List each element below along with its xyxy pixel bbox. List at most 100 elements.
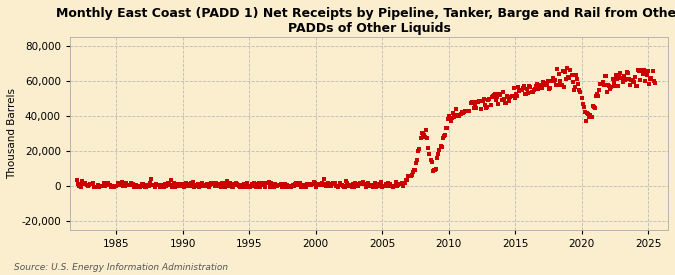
Point: [466, 100, 477, 104]
Point: [86, 182, 97, 186]
Point: [153, 183, 164, 187]
Point: [558, 85, 569, 90]
Point: [214, 182, 225, 186]
Point: [264, 185, 275, 189]
Point: [215, 185, 226, 189]
Point: [613, 84, 624, 88]
Point: [361, 185, 372, 189]
Point: [523, 91, 534, 95]
Point: [448, 111, 458, 115]
Point: [354, 181, 365, 186]
Point: [458, 109, 469, 114]
Point: [389, 184, 400, 188]
Point: [134, 185, 145, 189]
Point: [132, 185, 143, 189]
Point: [560, 77, 571, 81]
Point: [575, 90, 586, 94]
Point: [262, 181, 273, 186]
Point: [421, 128, 431, 133]
Point: [162, 181, 173, 186]
Point: [463, 109, 474, 113]
Point: [76, 185, 86, 189]
Point: [81, 183, 92, 187]
Point: [620, 77, 631, 82]
Point: [408, 169, 418, 174]
Point: [539, 83, 549, 87]
Point: [267, 182, 278, 186]
Point: [387, 185, 398, 189]
Point: [110, 184, 121, 188]
Point: [96, 184, 107, 188]
Point: [526, 90, 537, 94]
Point: [356, 182, 367, 187]
Point: [355, 181, 366, 186]
Point: [284, 185, 295, 189]
Point: [177, 184, 188, 188]
Point: [298, 183, 309, 187]
Point: [298, 183, 308, 188]
Point: [305, 183, 316, 187]
Point: [140, 184, 151, 189]
Point: [277, 183, 288, 187]
Point: [219, 181, 230, 185]
Point: [375, 180, 386, 185]
Point: [441, 125, 452, 130]
Point: [579, 110, 590, 114]
Point: [544, 87, 555, 91]
Point: [379, 184, 389, 188]
Point: [340, 185, 350, 189]
Point: [182, 184, 193, 188]
Point: [583, 111, 593, 116]
Point: [513, 85, 524, 89]
Point: [417, 132, 428, 136]
Point: [601, 74, 612, 79]
Point: [577, 102, 588, 106]
Point: [196, 181, 207, 186]
Point: [273, 183, 284, 187]
Point: [344, 182, 355, 187]
Point: [80, 181, 91, 185]
Point: [520, 92, 531, 96]
Point: [403, 174, 414, 178]
Point: [193, 185, 204, 189]
Point: [127, 183, 138, 187]
Point: [429, 167, 440, 172]
Point: [467, 100, 478, 104]
Point: [341, 178, 352, 183]
Point: [512, 94, 522, 98]
Point: [111, 184, 122, 188]
Point: [445, 119, 456, 123]
Point: [241, 185, 252, 189]
Point: [520, 92, 531, 96]
Point: [377, 185, 387, 189]
Point: [574, 87, 585, 92]
Point: [253, 181, 264, 186]
Point: [101, 180, 112, 185]
Point: [289, 184, 300, 189]
Point: [160, 182, 171, 186]
Point: [401, 177, 412, 182]
Point: [254, 184, 265, 189]
Point: [327, 181, 338, 185]
Point: [296, 183, 307, 187]
Point: [343, 184, 354, 188]
Point: [200, 183, 211, 187]
Point: [360, 182, 371, 186]
Point: [155, 185, 165, 189]
Point: [625, 82, 636, 87]
Point: [398, 181, 409, 185]
Point: [79, 182, 90, 186]
Point: [384, 182, 395, 186]
Point: [391, 180, 402, 184]
Point: [475, 107, 486, 112]
Point: [377, 184, 388, 188]
Point: [477, 98, 487, 103]
Point: [464, 109, 475, 113]
Point: [562, 66, 572, 71]
Point: [184, 182, 195, 186]
Point: [98, 183, 109, 188]
Point: [308, 179, 319, 184]
Point: [90, 185, 101, 189]
Point: [108, 184, 119, 188]
Point: [617, 79, 628, 84]
